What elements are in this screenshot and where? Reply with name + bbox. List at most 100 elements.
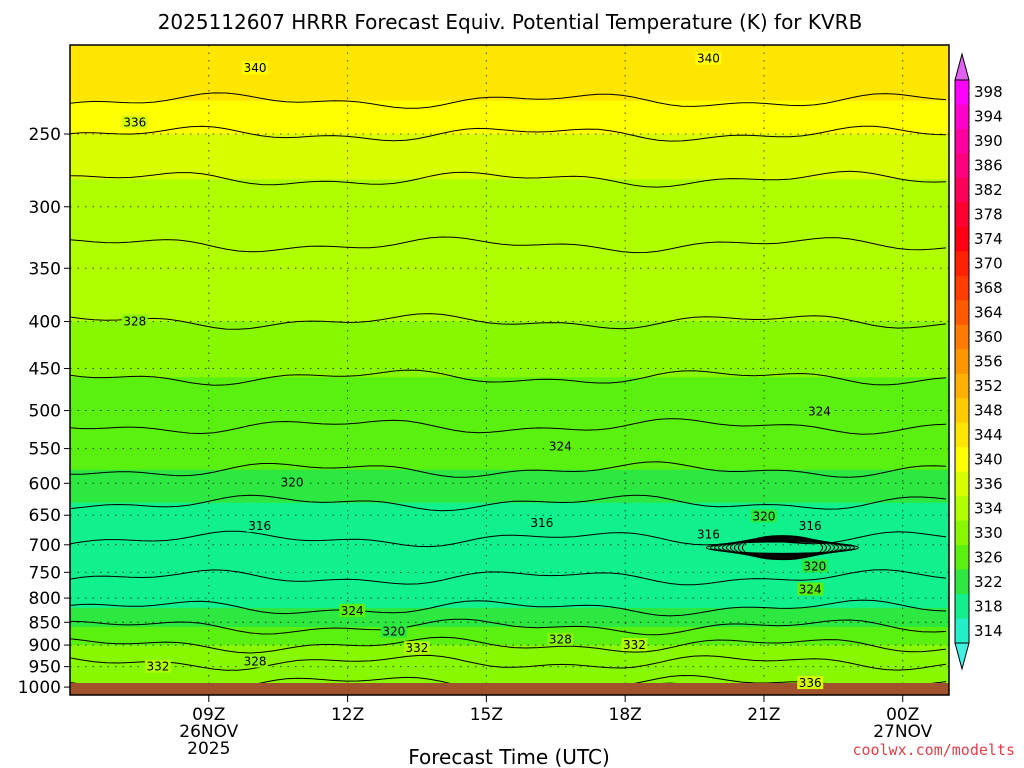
- contour-label-bg: [121, 115, 148, 129]
- plot-frame: [69, 44, 950, 696]
- contour-label: 336: [799, 676, 822, 690]
- colorbar-swatch: [955, 153, 969, 179]
- colorbar-label: 352: [974, 377, 1003, 395]
- colorbar-label: 340: [974, 450, 1003, 468]
- colorbar-label: 330: [974, 524, 1003, 542]
- contour-line: [713, 540, 851, 556]
- contour-label: 324: [549, 439, 572, 453]
- contour-label-bg: [547, 632, 574, 646]
- y-tick-label: 650: [29, 506, 61, 526]
- y-tick-label: 900: [29, 636, 61, 656]
- colorbar-swatch: [955, 177, 969, 203]
- contour-label-bg: [121, 314, 148, 328]
- contour-line: [70, 369, 947, 386]
- y-tick-label: 1000: [18, 678, 61, 698]
- contour-label: 332: [623, 638, 646, 652]
- contour-label-bg: [621, 638, 648, 652]
- colorbar-label: 378: [974, 206, 1003, 224]
- x-tick-label: 09Z: [192, 705, 225, 725]
- colorbar-label: 336: [974, 475, 1003, 493]
- theta-band: [70, 607, 949, 628]
- contour-line: [70, 569, 947, 586]
- contour-line: [70, 618, 947, 636]
- colorbar-label: 368: [974, 279, 1003, 297]
- colorbar-label: 370: [974, 255, 1003, 273]
- contour-label: 320: [382, 625, 405, 639]
- colorbar-arrow-bottom: [954, 642, 970, 671]
- contour-label: 340: [697, 52, 720, 66]
- colorbar-label: 374: [974, 230, 1003, 248]
- colorbar-label: 326: [974, 548, 1003, 566]
- colorbar-label: 382: [974, 181, 1003, 199]
- contour-label-bg: [242, 61, 269, 75]
- contour-line: [737, 535, 827, 560]
- contour-label: 316: [697, 527, 720, 541]
- contour-label: 320: [803, 559, 826, 573]
- contour-label: 336: [123, 116, 146, 130]
- contour-line: [70, 236, 947, 254]
- colorbar-swatch: [955, 569, 969, 595]
- colorbar-label: 334: [974, 499, 1003, 517]
- theta-band: [70, 244, 949, 323]
- colorbar-swatch: [955, 324, 969, 350]
- y-tick-label: 400: [29, 313, 61, 333]
- colorbar-swatch: [955, 251, 969, 277]
- colorbar-swatch: [955, 447, 969, 473]
- contour-label: 316: [248, 519, 271, 533]
- contour-label: 324: [341, 604, 364, 618]
- contour-label: 320: [752, 509, 775, 523]
- contour-line: [725, 537, 839, 558]
- x-tick-label: 12Z: [331, 705, 364, 725]
- x-tick-label: 15Z: [470, 705, 503, 725]
- contour-label-bg: [339, 603, 366, 617]
- colorbar-label: 318: [974, 597, 1003, 615]
- theta-bands: [70, 45, 949, 695]
- colorbar-swatch: [955, 80, 969, 105]
- x-tick-label: 00Z: [886, 705, 919, 725]
- contour-line: [70, 494, 947, 512]
- y-tick-label: 950: [29, 658, 61, 678]
- colorbar-swatch: [955, 128, 969, 154]
- contour-line: [70, 599, 947, 617]
- contour-line: [705, 541, 859, 554]
- contour-line: [741, 535, 823, 561]
- x-tick-date-label: 26NOV: [179, 722, 238, 742]
- colorbar: 398 394 390 386 382 378 374 370 368 364 360 356 352 3…: [954, 52, 1003, 671]
- colorbar-label: 390: [974, 132, 1003, 150]
- colorbar-label: 356: [974, 353, 1003, 371]
- contour-line: [717, 539, 847, 556]
- contour-label-bg: [279, 475, 306, 489]
- y-tick-label: 750: [29, 563, 61, 583]
- theta-band: [70, 45, 949, 102]
- colorbar-swatch: [955, 202, 969, 228]
- contour-label-bg: [242, 654, 269, 668]
- contour-label-bg: [246, 519, 273, 533]
- x-axis-label: Forecast Time (UTC): [408, 745, 610, 768]
- contour-label: 324: [799, 583, 822, 597]
- contour-label-bg: [547, 439, 574, 453]
- colorbar-swatch: [955, 422, 969, 448]
- contour-line: [70, 461, 947, 478]
- colorbar-label: 314: [974, 622, 1003, 640]
- contour-label: 332: [146, 660, 169, 674]
- contour-label-bg: [403, 641, 430, 655]
- contour-line: [70, 92, 947, 109]
- colorbar-swatch: [955, 226, 969, 252]
- contour-line: [70, 125, 947, 142]
- y-axis: 250 300 350 400 450 500 550 600 650 700 750 800 850 9…: [18, 125, 70, 698]
- theta-band: [70, 321, 949, 379]
- colorbar-swatch: [955, 545, 969, 571]
- contour-label: 332: [406, 641, 429, 655]
- colorbar-label: 360: [974, 328, 1003, 346]
- contour-line: [70, 654, 947, 671]
- colorbar-label: 348: [974, 401, 1003, 419]
- colorbar-arrow-top: [954, 52, 970, 81]
- y-tick-label: 300: [29, 198, 61, 218]
- colorbar-label: 344: [974, 426, 1003, 444]
- y-tick-label: 350: [29, 259, 61, 279]
- contour-label-bg: [695, 527, 722, 541]
- colorbar-swatch: [955, 275, 969, 301]
- colorbar-swatch: [955, 594, 969, 620]
